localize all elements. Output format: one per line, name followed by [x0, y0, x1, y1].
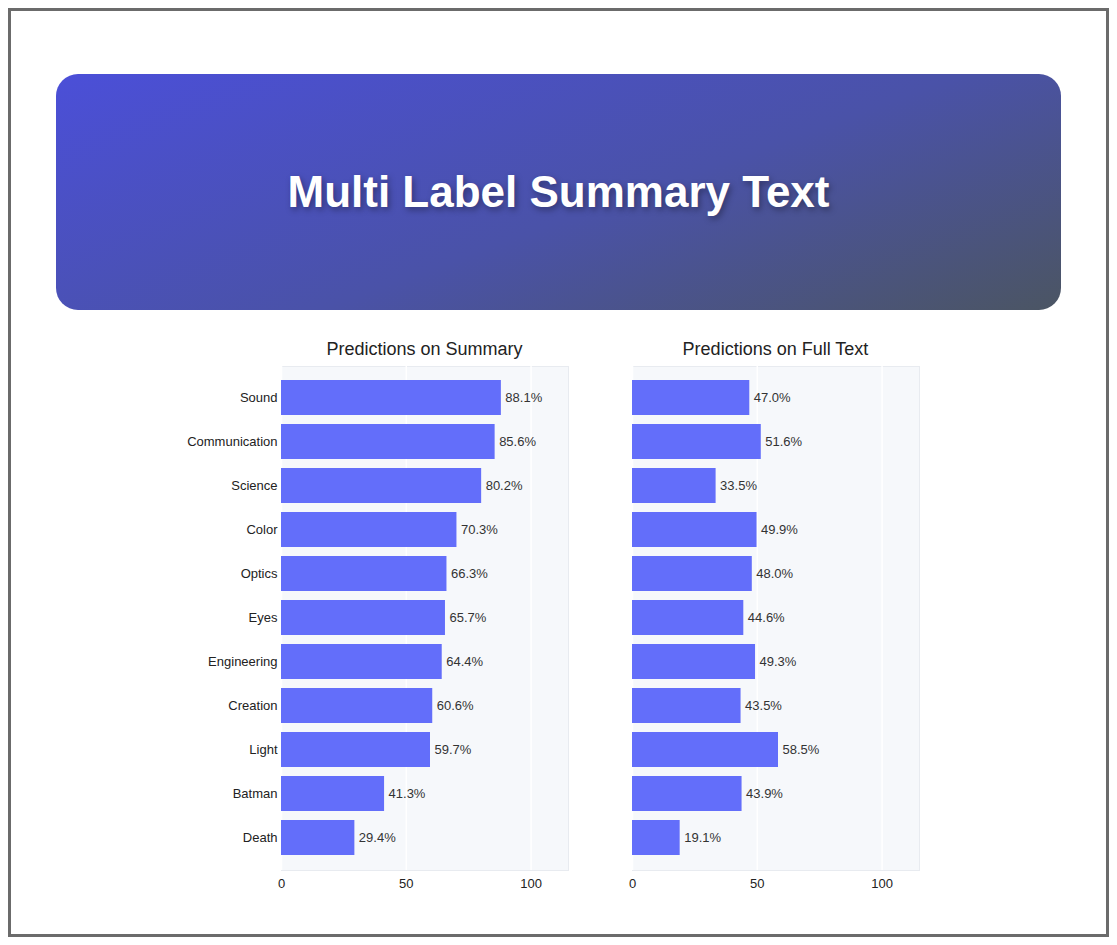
html-text:Multi Label Summary Text: Multi Label Summary Text — [287, 167, 830, 216]
svg-text:100: 100 — [520, 876, 542, 891]
svg-text:50: 50 — [750, 876, 764, 891]
svg-text:51.6%: 51.6% — [765, 434, 802, 449]
svg-text:Science: Science — [231, 478, 277, 493]
svg-text:41.3%: 41.3% — [389, 786, 426, 801]
svg-text:80.2%: 80.2% — [486, 478, 523, 493]
svg-text:Optics: Optics — [241, 566, 278, 581]
svg-text:0: 0 — [629, 876, 636, 891]
svg-text:66.3%: 66.3% — [451, 566, 488, 581]
svg-text:58.5%: 58.5% — [782, 742, 819, 757]
svg-text:Communication: Communication — [187, 434, 277, 449]
svg-text:Color: Color — [246, 522, 278, 537]
svg-text:44.6%: 44.6% — [748, 610, 785, 625]
svg-text:50: 50 — [399, 876, 413, 891]
svg-text:Creation: Creation — [228, 698, 277, 713]
svg-text:49.3%: 49.3% — [760, 654, 797, 669]
svg-text:70.3%: 70.3% — [461, 522, 498, 537]
svg-text:88.1%: 88.1% — [505, 390, 542, 405]
svg-text:60.6%: 60.6% — [437, 698, 474, 713]
svg-text:59.7%: 59.7% — [434, 742, 471, 757]
svg-text:49.9%: 49.9% — [761, 522, 798, 537]
svg-text:Death: Death — [243, 830, 278, 845]
svg-text:65.7%: 65.7% — [449, 610, 486, 625]
svg-text:47.0%: 47.0% — [754, 390, 791, 405]
svg-text:64.4%: 64.4% — [446, 654, 483, 669]
svg-text:Batman: Batman — [233, 786, 278, 801]
svg-text:33.5%: 33.5% — [720, 478, 757, 493]
svg-text:Light: Light — [249, 742, 278, 757]
svg-text:29.4%: 29.4% — [359, 830, 396, 845]
svg-text:100: 100 — [871, 876, 893, 891]
svg-text:0: 0 — [278, 876, 285, 891]
svg-text:Engineering: Engineering — [208, 654, 277, 669]
svg-text:48.0%: 48.0% — [756, 566, 793, 581]
html-text:Predictions on Full Text: Predictions on Full Text — [682, 339, 869, 359]
html-text:Predictions on Summary: Predictions on Summary — [326, 339, 523, 359]
svg-text:85.6%: 85.6% — [499, 434, 536, 449]
svg-text:Sound: Sound — [240, 390, 278, 405]
svg-text:19.1%: 19.1% — [684, 830, 721, 845]
svg-text:43.9%: 43.9% — [746, 786, 783, 801]
svg-text:Eyes: Eyes — [249, 610, 278, 625]
svg-text:43.5%: 43.5% — [745, 698, 782, 713]
